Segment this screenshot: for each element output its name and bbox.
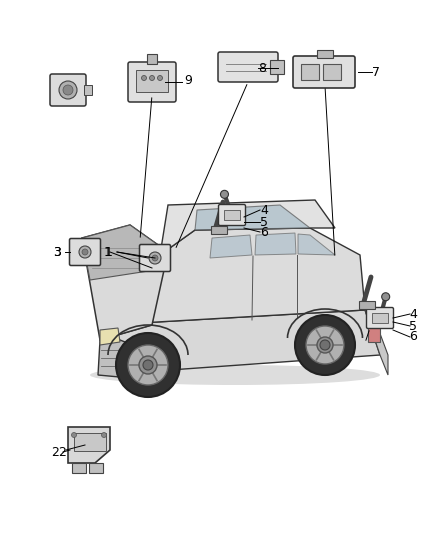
Circle shape [158,76,162,80]
Polygon shape [298,234,335,255]
Circle shape [381,293,390,301]
Polygon shape [68,427,110,463]
Bar [136,70,168,92]
Bar [372,313,388,323]
Bar [84,85,92,95]
FancyBboxPatch shape [50,74,86,106]
Text: 1: 1 [104,246,112,259]
Polygon shape [82,238,152,340]
Bar [317,50,333,58]
FancyBboxPatch shape [293,56,355,88]
Circle shape [295,315,355,375]
Circle shape [220,190,229,198]
Text: 4: 4 [409,308,417,320]
Circle shape [102,432,106,438]
Bar [89,463,103,473]
Text: 3: 3 [53,246,61,259]
Bar [74,433,106,451]
Text: 9: 9 [184,74,192,86]
FancyBboxPatch shape [218,52,278,82]
Polygon shape [210,235,252,258]
Polygon shape [160,200,335,255]
FancyBboxPatch shape [139,245,170,271]
Text: 1: 1 [105,246,113,259]
FancyBboxPatch shape [128,62,176,102]
Circle shape [317,337,333,353]
Text: 6: 6 [260,225,268,238]
Circle shape [149,252,161,264]
Polygon shape [82,225,168,340]
Polygon shape [98,340,145,378]
Circle shape [306,326,344,364]
Text: 2: 2 [51,446,59,458]
Bar [72,463,86,473]
FancyBboxPatch shape [70,238,100,265]
Text: 2: 2 [58,446,66,458]
FancyBboxPatch shape [367,308,393,328]
Polygon shape [105,228,365,325]
Circle shape [143,360,153,370]
Circle shape [63,85,73,95]
Polygon shape [255,233,296,255]
Circle shape [59,81,77,99]
Text: 8: 8 [258,61,266,75]
Text: 5: 5 [409,319,417,333]
Circle shape [82,249,88,255]
Polygon shape [100,310,380,375]
Circle shape [152,255,158,261]
Circle shape [79,246,91,258]
Circle shape [141,76,146,80]
Bar [359,301,375,309]
Bar [301,64,319,80]
Circle shape [116,333,180,397]
Circle shape [71,432,77,438]
Circle shape [149,76,155,80]
Polygon shape [100,328,120,345]
Bar [368,320,380,342]
Circle shape [320,340,330,350]
Circle shape [128,345,168,385]
Text: 7: 7 [372,66,380,78]
Text: 6: 6 [409,330,417,343]
Text: 4: 4 [260,204,268,216]
Polygon shape [365,310,388,375]
Circle shape [139,356,157,374]
Bar [270,60,284,74]
Text: 3: 3 [53,246,61,259]
FancyBboxPatch shape [219,205,246,225]
Polygon shape [195,205,310,230]
Bar [323,64,341,80]
Bar [224,210,240,220]
Ellipse shape [90,365,380,385]
Bar [211,226,227,234]
Polygon shape [82,225,168,280]
Bar [147,54,157,64]
Text: 5: 5 [260,215,268,229]
